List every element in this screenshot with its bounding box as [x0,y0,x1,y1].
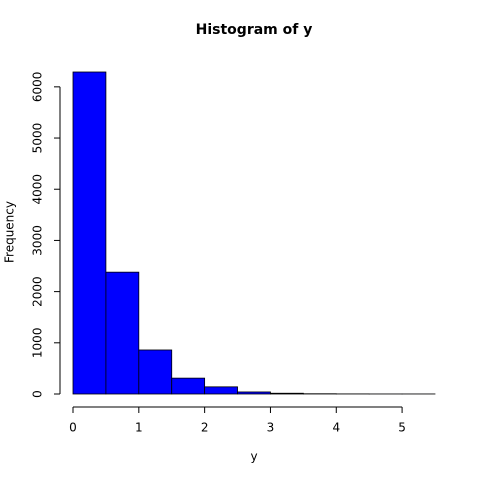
y-tick-label: 4000 [31,174,45,205]
bar [72,71,107,395]
x-tick-label: 1 [135,421,143,435]
y-tick-label: 6000 [31,72,45,103]
x-tick-label: 3 [267,421,275,435]
y-tick-label: 5000 [31,123,45,154]
x-tick-label: 0 [69,421,77,435]
x-axis-label: y [250,450,257,464]
x-tick-label: 4 [332,421,340,435]
bar [171,377,206,395]
x-tick-label: 5 [398,421,406,435]
y-tick-label: 1000 [31,328,45,359]
y-tick-label: 0 [31,390,45,398]
x-tick-label: 2 [201,421,209,435]
y-tick-label: 2000 [31,276,45,307]
bar [204,386,238,395]
y-axis-label: Frequency [3,201,17,263]
y-tick-label: 3000 [31,225,45,256]
bar [105,271,140,395]
chart-title: Histogram of y [196,22,313,38]
bar [270,392,304,395]
bar [237,391,271,395]
bar [138,349,173,395]
